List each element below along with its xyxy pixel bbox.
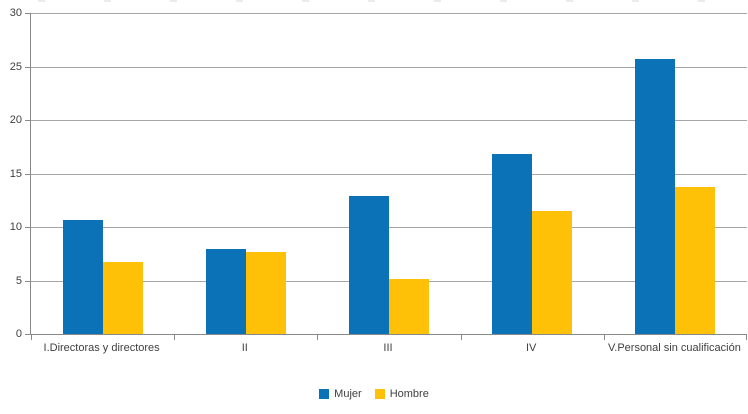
cropped-text-artifact — [500, 0, 507, 2]
bar-mujer-1 — [62, 219, 103, 334]
x-axis-category-label: IV — [525, 342, 537, 354]
cropped-text-artifact — [104, 0, 111, 2]
cropped-text-artifact — [236, 0, 243, 2]
x-axis-tick — [746, 335, 747, 340]
cropped-text-artifact — [632, 0, 639, 2]
legend-swatch-hombre — [374, 389, 385, 399]
legend-label-hombre: Hombre — [389, 387, 429, 400]
x-axis-category-label: V.Personal sin cualificación — [607, 342, 741, 354]
cropped-text-artifact — [368, 0, 375, 2]
bar-hombre-4 — [532, 210, 573, 334]
cropped-text-artifact — [302, 0, 309, 2]
cropped-text-artifact — [566, 0, 573, 2]
bar-mujer-4 — [492, 154, 533, 334]
x-axis-category-label: II — [241, 342, 248, 354]
y-axis-tick-label: 0 — [15, 328, 22, 340]
x-axis: I.Directoras y directores II III IV V.Person… — [30, 341, 747, 375]
x-axis-tick — [31, 335, 32, 340]
legend-swatch-mujer — [319, 389, 330, 399]
y-axis-tick — [25, 173, 31, 175]
legend: Mujer Hombre — [0, 386, 748, 402]
x-axis-category-label: I.Directoras y directores — [43, 342, 160, 354]
y-axis-tick-label: 5 — [15, 274, 22, 287]
gridline — [31, 66, 747, 68]
gridline — [31, 227, 747, 228]
bar-mujer-3 — [349, 195, 389, 334]
y-axis-tick — [25, 13, 31, 14]
y-axis-tick — [25, 280, 31, 282]
y-axis-tick-label: 10 — [9, 221, 22, 233]
gridline — [31, 13, 747, 14]
y-axis-tick — [25, 120, 31, 121]
bar-hombre-5 — [675, 187, 716, 334]
y-axis-tick-label: 30 — [9, 7, 22, 19]
y-axis-tick-label: 25 — [9, 60, 22, 73]
y-axis-tick — [25, 66, 31, 68]
x-axis-tick — [174, 335, 176, 340]
gridline — [31, 120, 747, 121]
cropped-text-artifact — [170, 0, 177, 2]
plot-area — [25, 13, 747, 340]
bar-mujer-2 — [205, 249, 246, 334]
y-axis: 0 5 10 15 20 25 30 — [0, 7, 22, 340]
cropped-text-artifact-row — [0, 0, 748, 3]
x-axis-category-label: III — [383, 342, 393, 354]
cropped-text-artifact — [434, 0, 441, 2]
x-axis-tick — [460, 335, 462, 340]
gridline — [31, 173, 747, 175]
legend-item-hombre: Hombre — [374, 387, 429, 401]
cropped-text-artifact — [38, 0, 45, 2]
bar-hombre-3 — [389, 279, 429, 334]
x-axis-tick — [317, 335, 319, 340]
legend-item-mujer: Mujer — [319, 388, 362, 401]
y-axis-tick — [25, 227, 31, 228]
y-axis-tick-label: 20 — [9, 114, 22, 126]
x-axis-tick — [603, 335, 605, 340]
bar-hombre-2 — [245, 251, 286, 334]
legend-label-mujer: Mujer — [334, 387, 362, 400]
bar-mujer-5 — [635, 59, 676, 334]
y-axis-tick-label: 15 — [9, 167, 22, 180]
cropped-text-artifact — [698, 0, 705, 2]
bar-hombre-1 — [102, 262, 143, 334]
y-axis-tick — [25, 334, 31, 335]
